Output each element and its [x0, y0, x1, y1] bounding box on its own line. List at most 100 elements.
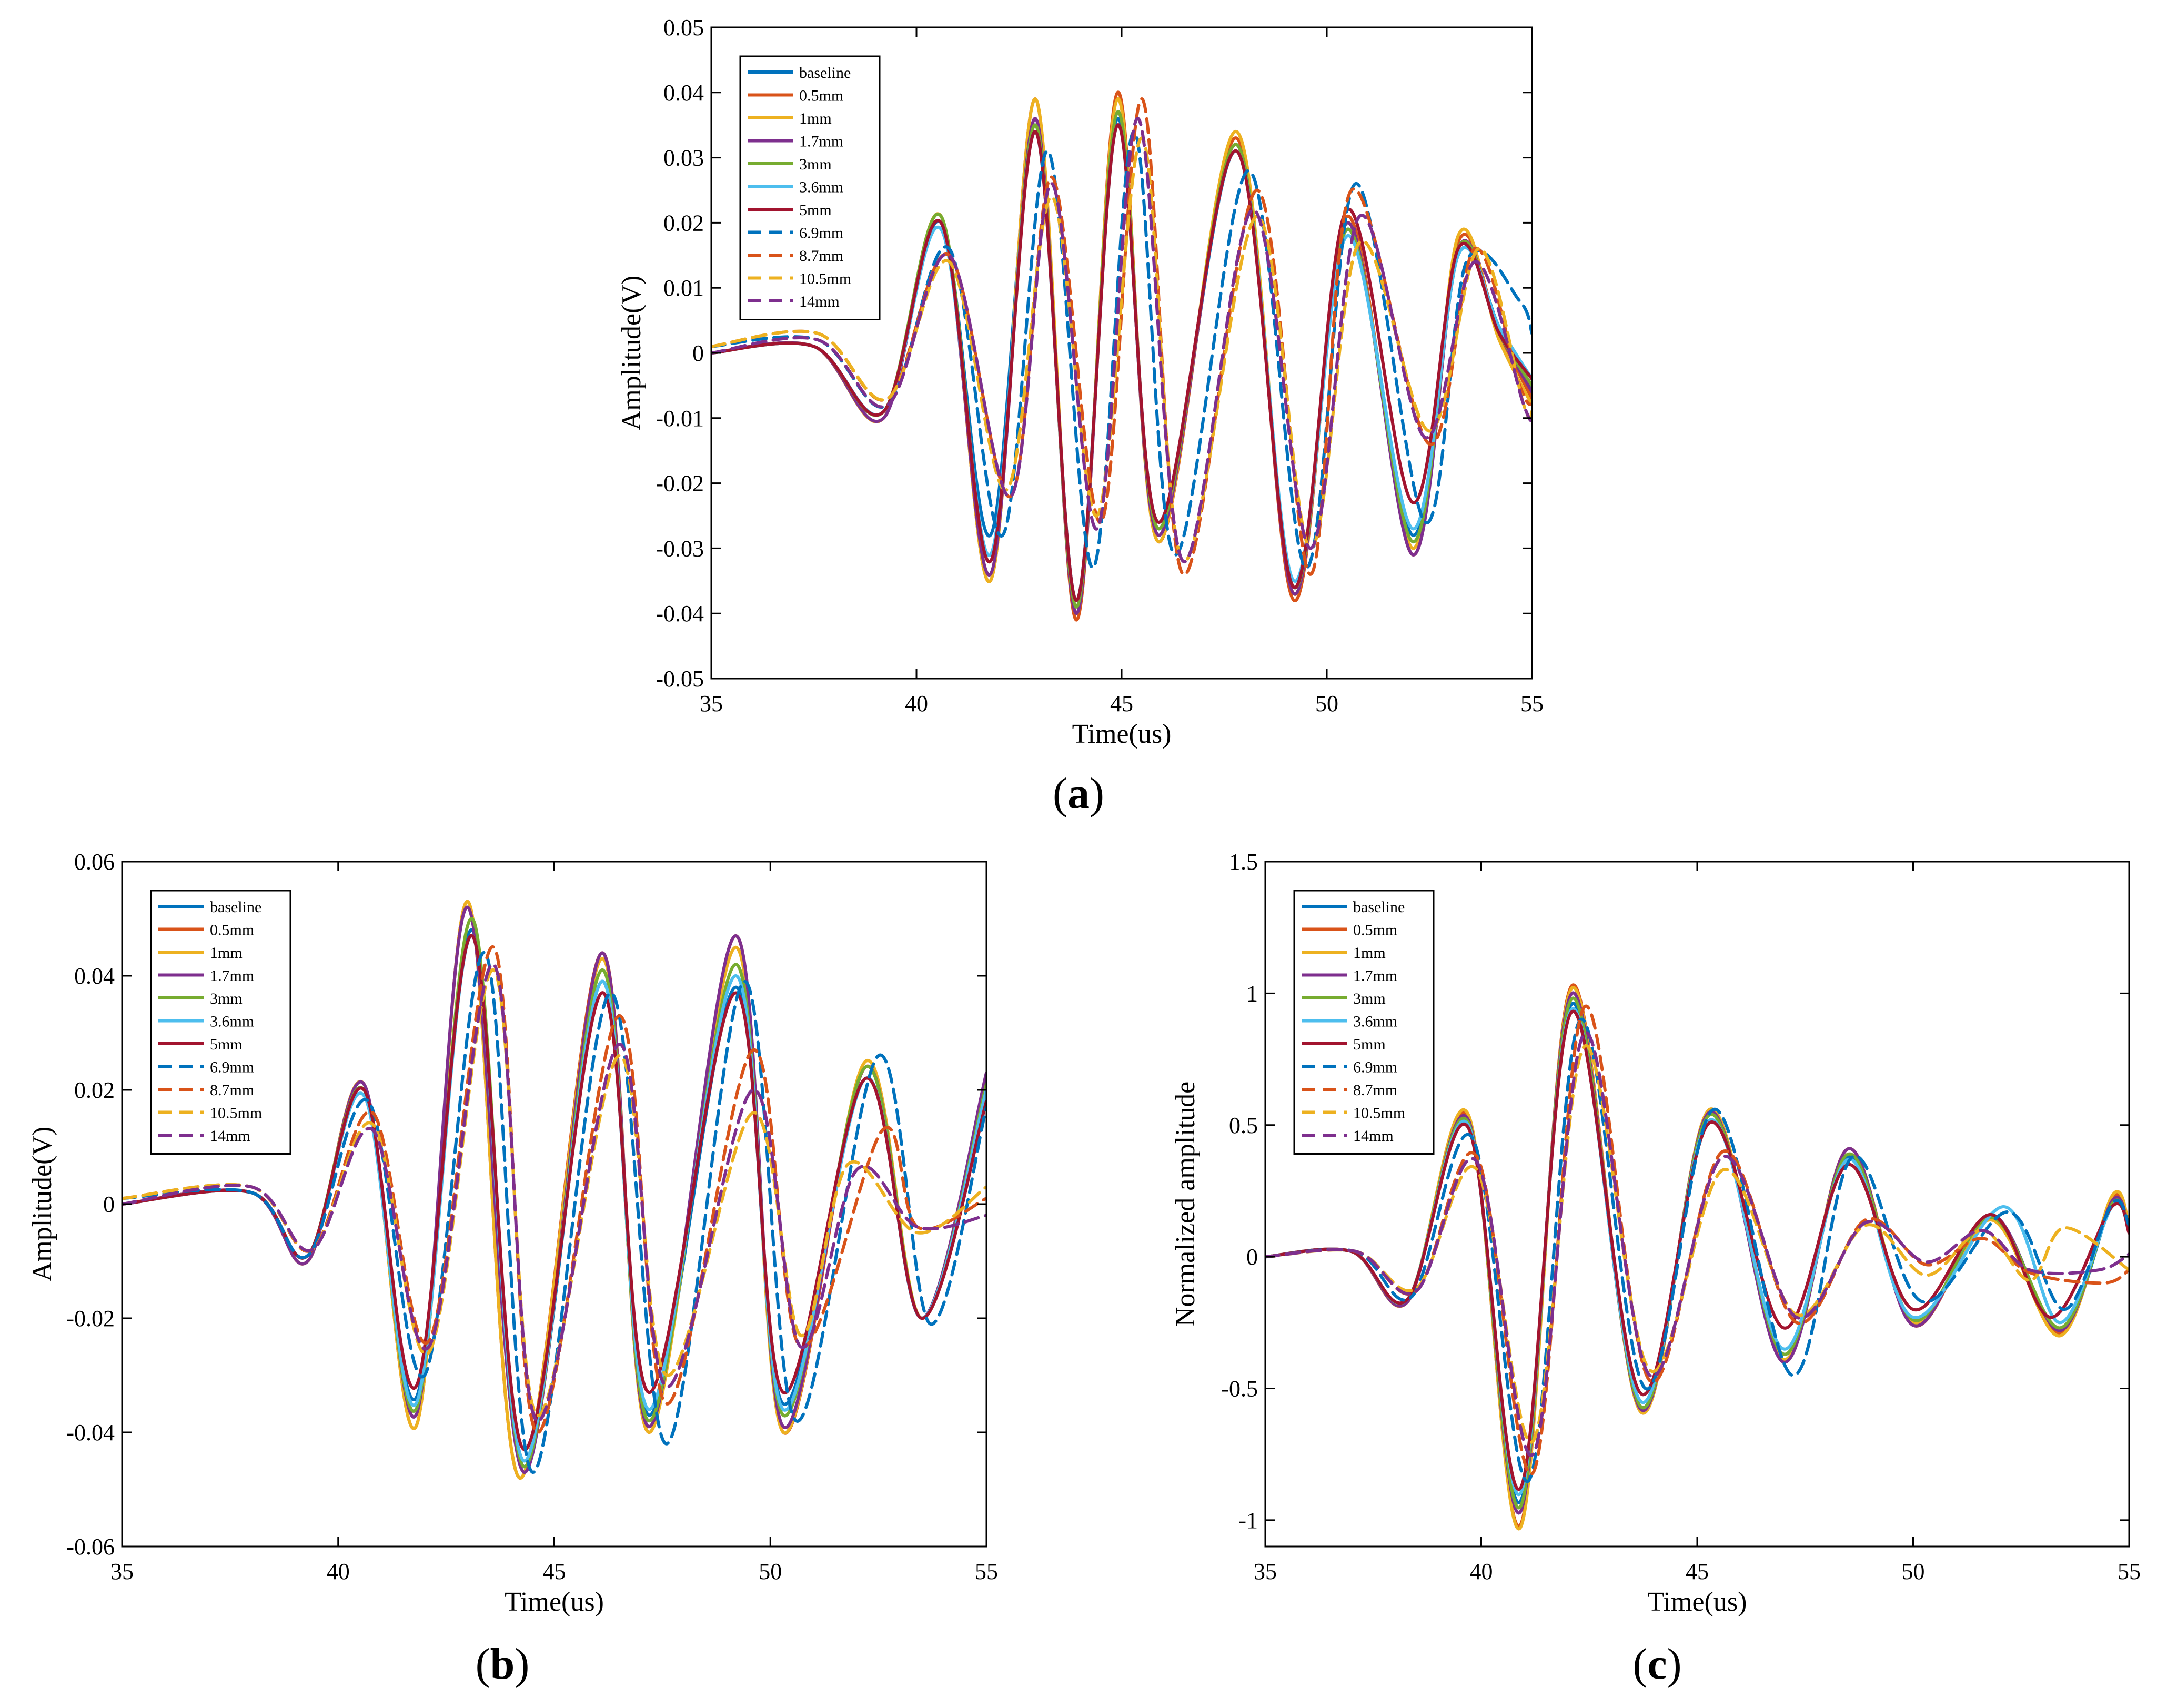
legend-label: 14mm	[799, 293, 840, 310]
series-group	[1265, 983, 2129, 1531]
x-tick-label: 55	[2118, 1559, 2141, 1584]
legend: baseline 0.5mm 1mm 1.7mm 3mm 3.6mm 5mm 6.9mm 8.7…	[1293, 890, 1435, 1155]
y-tick-label: -0.03	[656, 535, 704, 561]
legend-label: 1mm	[210, 944, 243, 962]
y-tick-label: 0.5	[1229, 1113, 1258, 1138]
y-tick-label: 0	[692, 340, 704, 366]
legend-label: 8.7mm	[799, 247, 843, 265]
y-tick-label: -0.04	[656, 601, 704, 626]
legend-label: 10.5mm	[1353, 1105, 1405, 1122]
legend-label: 8.7mm	[210, 1082, 254, 1099]
series-line-6.9mm	[1265, 1018, 2129, 1483]
legend-label: 0.5mm	[799, 87, 843, 105]
x-axis-label: Time(us)	[1648, 1587, 1747, 1617]
legend-label: 3.6mm	[1353, 1013, 1397, 1030]
y-tick-label: -1	[1238, 1508, 1258, 1533]
x-tick-label: 45	[543, 1559, 566, 1584]
y-tick-label: 0.01	[663, 275, 704, 301]
series-group	[122, 900, 986, 1480]
legend-label: 10.5mm	[799, 270, 851, 288]
legend: baseline 0.5mm 1mm 1.7mm 3mm 3.6mm 5mm 6.9mm 8.7…	[739, 55, 881, 320]
legend-label: 6.9mm	[799, 225, 843, 242]
y-tick-label: -0.02	[656, 471, 704, 497]
y-tick-label: -0.04	[66, 1420, 115, 1446]
legend-label: 1mm	[1353, 944, 1386, 962]
legend-label: 0.5mm	[210, 922, 254, 939]
legend-label: 5mm	[799, 201, 832, 219]
y-tick-label: 0.04	[74, 963, 115, 989]
y-tick-label: -0.06	[66, 1534, 115, 1560]
legend-label: 6.9mm	[1353, 1059, 1397, 1076]
y-tick-label: 1	[1246, 981, 1258, 1006]
y-tick-label: 0.02	[74, 1077, 115, 1103]
y-tick-label: -0.02	[66, 1306, 115, 1331]
x-tick-label: 55	[1520, 691, 1544, 716]
x-tick-label: 50	[759, 1559, 782, 1584]
legend-label: 1.7mm	[799, 133, 843, 150]
x-tick-label: 40	[1470, 1559, 1493, 1584]
x-tick-label: 55	[975, 1559, 998, 1584]
series-line-5mm	[1265, 1009, 2129, 1491]
chart-c: 35 40 45 50 55 -1 -0.5 0 0.5 1 1.5 Time(us) Normaliz…	[1171, 849, 2141, 1617]
x-tick-label: 35	[110, 1559, 134, 1584]
series-line-10.5mm	[1265, 1044, 2129, 1444]
legend-label: 5mm	[1353, 1036, 1386, 1053]
y-tick-label: 0.03	[663, 145, 704, 171]
y-tick-label: 1.5	[1229, 849, 1258, 875]
legend-label: 8.7mm	[1353, 1082, 1397, 1099]
legend-label: 3mm	[1353, 990, 1386, 1007]
series-line-5mm	[711, 123, 1532, 602]
legend-label: baseline	[1353, 898, 1405, 916]
chart-b: 35 40 45 50 55 -0.06 -0.04 -0.02 0 0.02 0.04 0.06 Ti…	[27, 849, 998, 1617]
x-axis-label: Time(us)	[1072, 719, 1172, 749]
series-line-5mm	[122, 934, 986, 1451]
y-axis-label: Amplitude(V)	[27, 1127, 57, 1282]
legend-label: 1mm	[799, 110, 832, 127]
legend: baseline 0.5mm 1mm 1.7mm 3mm 3.6mm 5mm 6.9mm 8.7…	[150, 890, 291, 1155]
legend-label: 5mm	[210, 1036, 243, 1053]
series-line-6.9mm	[122, 951, 986, 1474]
legend-label: 1.7mm	[210, 967, 254, 985]
legend-label: 14mm	[210, 1127, 250, 1145]
y-tick-label: 0.05	[663, 15, 704, 41]
y-tick-label: 0.06	[74, 849, 115, 875]
chart-a: 35 40 45 50 55 -0.05 -0.04 -0.03 -0.02 -0.01 0 0.01…	[617, 15, 1544, 749]
series-line-14mm	[711, 117, 1532, 563]
x-tick-label: 45	[1686, 1559, 1709, 1584]
legend-label: baseline	[210, 898, 261, 916]
caption-a: (a)	[1053, 769, 1104, 818]
x-tick-label: 35	[1254, 1559, 1277, 1584]
legend-label: 1.7mm	[1353, 967, 1397, 985]
legend-label: 3.6mm	[799, 179, 843, 196]
legend-label: 14mm	[1353, 1127, 1394, 1145]
legend-label: baseline	[799, 64, 851, 82]
series-group	[711, 90, 1532, 622]
caption-b: (b)	[475, 1640, 530, 1689]
legend-label: 3mm	[210, 990, 243, 1007]
x-axis-label: Time(us)	[505, 1587, 604, 1617]
y-tick-label: -0.01	[656, 406, 704, 431]
y-tick-label: 0.04	[663, 80, 704, 106]
x-tick-label: 45	[1110, 691, 1133, 716]
y-tick-label: 0.02	[663, 210, 704, 236]
x-tick-label: 35	[700, 691, 723, 716]
legend-label: 10.5mm	[210, 1105, 262, 1122]
y-axis-label: Normalized amplitude	[1171, 1082, 1201, 1327]
caption-c: (c)	[1632, 1640, 1682, 1689]
x-tick-label: 40	[327, 1559, 350, 1584]
legend-label: 3mm	[799, 156, 832, 173]
series-line-8.7mm	[122, 945, 986, 1434]
legend-label: 3.6mm	[210, 1013, 254, 1030]
y-tick-label: 0	[103, 1191, 115, 1217]
x-tick-label: 40	[905, 691, 928, 716]
series-line-14mm	[1265, 1031, 2129, 1457]
y-tick-label: 0	[1246, 1244, 1258, 1270]
y-axis-label: Amplitude(V)	[617, 276, 647, 431]
series-line-14mm	[122, 963, 986, 1423]
legend-label: 0.5mm	[1353, 922, 1397, 939]
x-tick-label: 50	[1315, 691, 1338, 716]
y-tick-label: -0.5	[1221, 1376, 1258, 1402]
y-tick-label: -0.05	[656, 666, 704, 692]
